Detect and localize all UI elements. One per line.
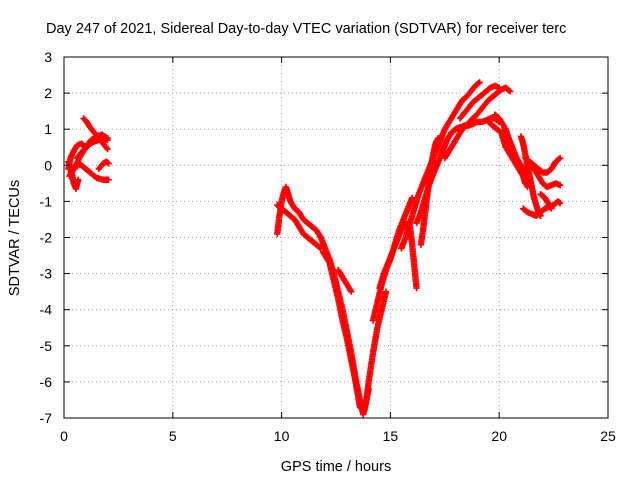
x-tick-label: 5 — [169, 428, 177, 444]
data-point — [105, 160, 112, 167]
y-tick-label: -3 — [40, 266, 53, 282]
data-point — [556, 200, 564, 207]
data-points — [65, 79, 564, 418]
y-tick-label: -6 — [40, 374, 53, 390]
grid — [64, 57, 608, 418]
data-point — [413, 284, 420, 292]
tick-labels: 0 5 10 15 20 25 -7 -6 -5 -4 -3 -2 -1 0 1 2 3 — [40, 49, 616, 444]
data-point — [475, 79, 482, 87]
x-axis-label: GPS time / hours — [281, 459, 391, 475]
data-point — [556, 181, 564, 189]
x-tick-label: 0 — [60, 428, 68, 444]
y-tick-label: -5 — [40, 338, 53, 354]
data-point — [408, 194, 416, 201]
data-point — [365, 385, 372, 393]
data-point — [348, 288, 355, 295]
data-point — [505, 87, 513, 94]
y-tick-label: -2 — [40, 230, 53, 246]
data-point — [74, 176, 82, 183]
data-point — [556, 154, 564, 162]
x-tick-label: 20 — [491, 428, 507, 444]
data-point — [435, 135, 442, 142]
x-tick-label: 15 — [383, 428, 399, 444]
x-tick-label: 25 — [600, 428, 616, 444]
axis-ticks — [63, 56, 609, 419]
data-point — [105, 176, 112, 183]
y-tick-label: 1 — [44, 121, 52, 137]
data-point — [496, 84, 503, 91]
data-point — [104, 145, 111, 153]
y-tick-label: 0 — [44, 157, 52, 173]
chart-title: Day 247 of 2021, Sidereal Day-to-day VTE… — [46, 21, 566, 37]
data-point — [555, 155, 563, 163]
data-point — [476, 79, 483, 86]
y-tick-label: 3 — [44, 49, 52, 65]
y-tick-label: -1 — [40, 193, 53, 209]
data-point — [548, 205, 555, 212]
y-tick-label: -7 — [40, 410, 53, 426]
data-point — [104, 159, 111, 166]
y-axis-label: SDTVAR / TECUs — [7, 180, 23, 296]
x-tick-label: 10 — [274, 428, 290, 444]
data-point — [382, 288, 390, 295]
y-tick-label: -4 — [40, 302, 53, 318]
data-point — [104, 135, 111, 142]
y-tick-label: 2 — [44, 85, 52, 101]
data-point — [555, 199, 563, 206]
data-point — [506, 88, 514, 95]
